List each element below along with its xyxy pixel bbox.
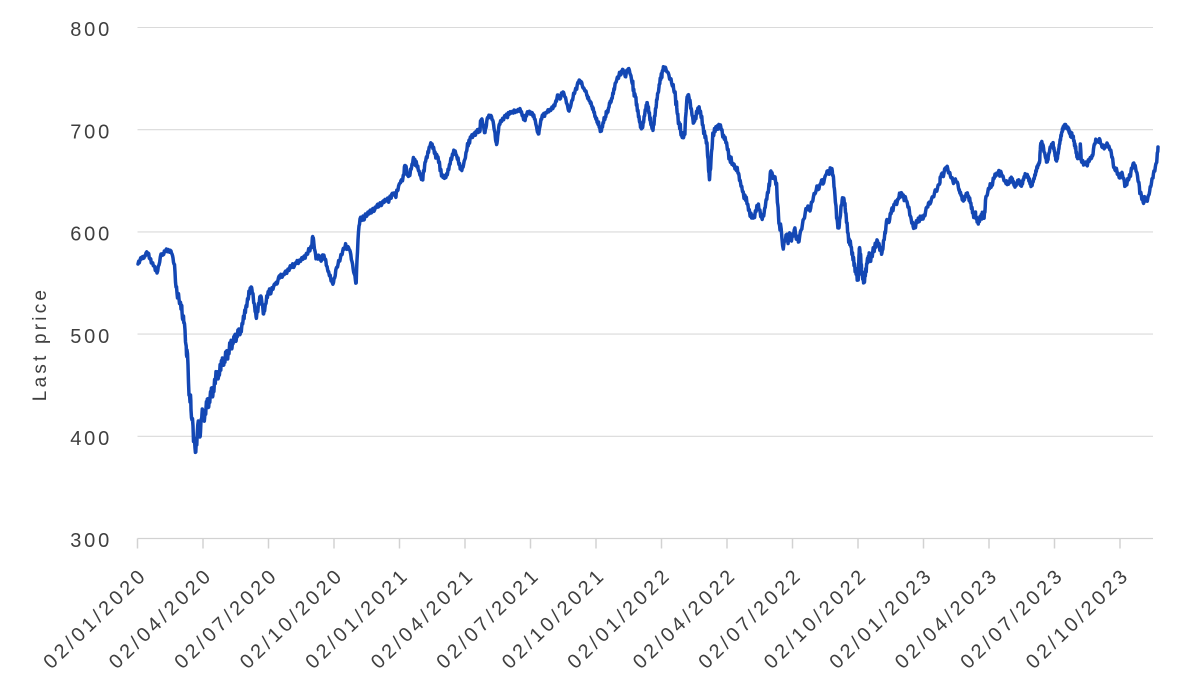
svg-text:Last price: Last price [30,287,51,401]
svg-text:500: 500 [70,326,112,348]
svg-text:600: 600 [70,224,112,246]
svg-text:800: 800 [70,19,112,41]
svg-text:400: 400 [70,428,112,450]
svg-text:300: 300 [70,530,112,552]
svg-text:700: 700 [70,121,112,143]
